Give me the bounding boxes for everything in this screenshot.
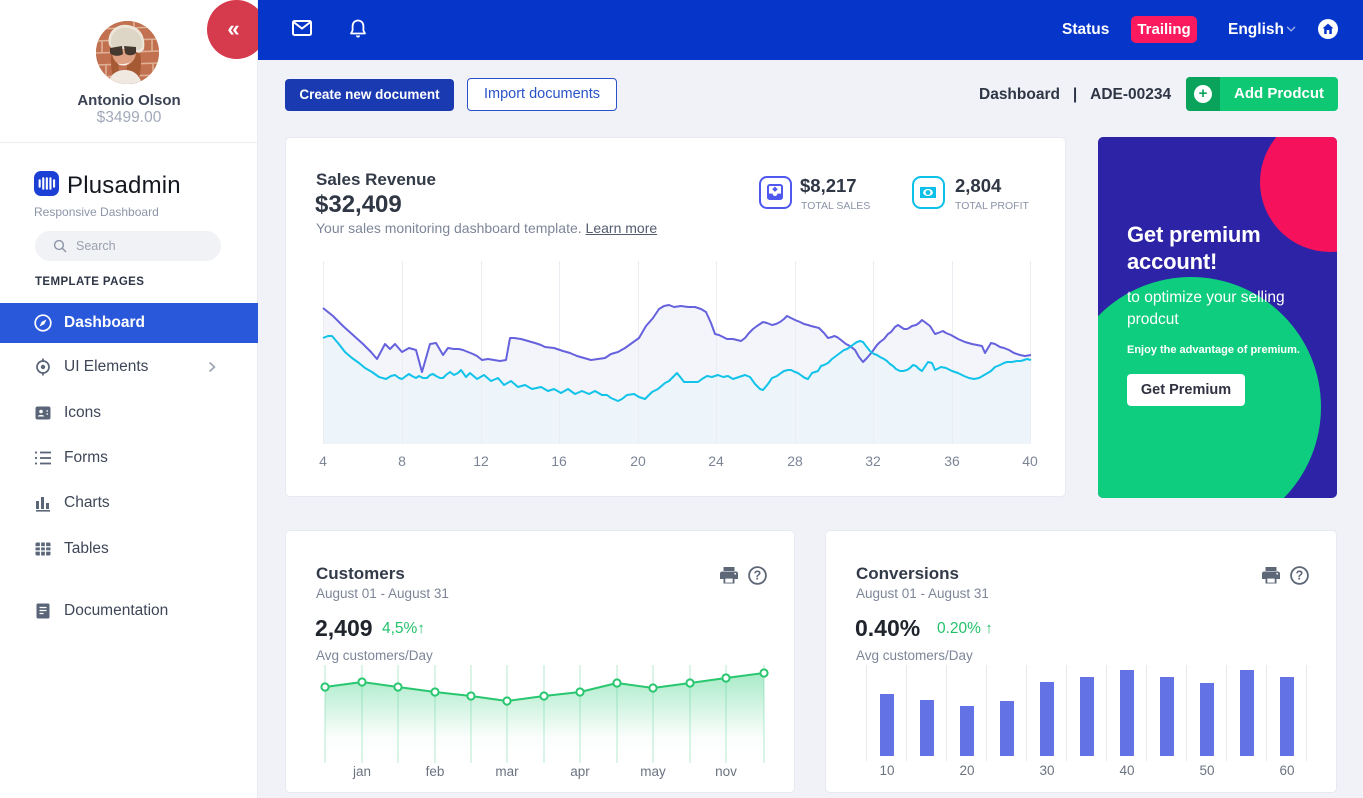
svg-text:50: 50: [1199, 763, 1214, 778]
svg-text:30: 30: [1039, 763, 1054, 778]
svg-text:4: 4: [319, 453, 327, 469]
svg-text:?: ?: [1296, 569, 1304, 583]
svg-text:24: 24: [708, 453, 724, 469]
svg-text:20: 20: [630, 453, 646, 469]
svg-text:apr: apr: [570, 764, 590, 779]
svg-text:may: may: [640, 764, 666, 779]
svg-text:60: 60: [1279, 763, 1294, 778]
svg-text:20: 20: [959, 763, 974, 778]
svg-text:10: 10: [879, 763, 894, 778]
svg-text:16: 16: [551, 453, 567, 469]
svg-text:12: 12: [473, 453, 489, 469]
svg-text:28: 28: [787, 453, 803, 469]
svg-text:nov: nov: [715, 764, 737, 779]
svg-text:feb: feb: [426, 764, 445, 779]
svg-text:8: 8: [398, 453, 406, 469]
svg-text:40: 40: [1022, 453, 1038, 469]
svg-text:mar: mar: [495, 764, 519, 779]
svg-text:36: 36: [944, 453, 960, 469]
svg-text:32: 32: [865, 453, 881, 469]
svg-text:40: 40: [1119, 763, 1134, 778]
svg-text:jan: jan: [352, 764, 371, 779]
svg-text:?: ?: [754, 569, 762, 583]
